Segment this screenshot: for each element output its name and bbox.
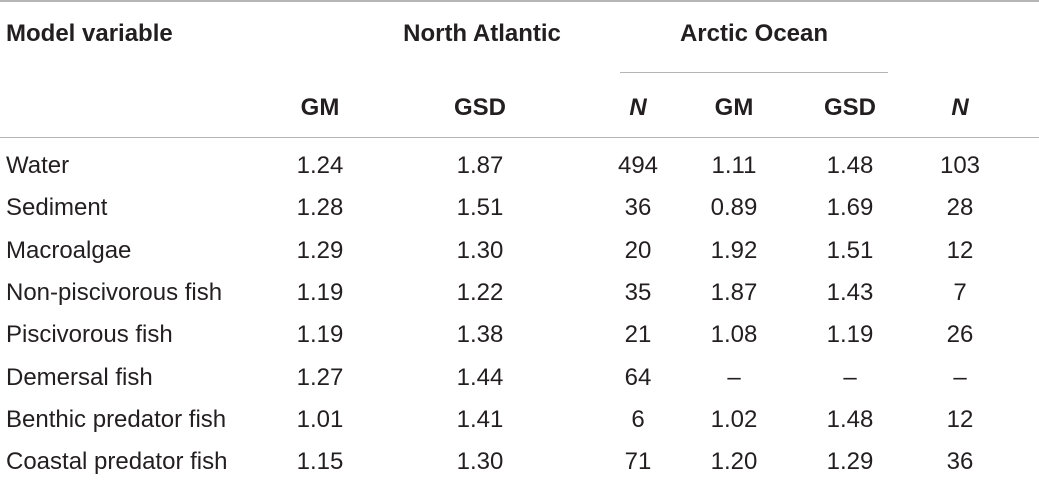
table-cell: 1.19 <box>296 321 344 349</box>
table-cell: 0.89 <box>710 194 758 222</box>
table-cell: 1.87 <box>710 278 758 306</box>
group-rule <box>620 72 888 73</box>
table-cell: 6 <box>631 405 645 433</box>
table-cell: 1.51 <box>456 194 504 222</box>
table-cell: 494 <box>617 152 659 179</box>
header-cell: Model variable <box>6 20 173 47</box>
table-cell: 28 <box>946 194 974 222</box>
table-cell: 1.69 <box>826 194 874 222</box>
top-rule <box>0 0 1039 2</box>
table-cell: 1.48 <box>826 405 874 433</box>
row-label: Demersal fish <box>6 363 153 391</box>
table-cell: 1.38 <box>456 321 504 349</box>
table-cell: 36 <box>946 448 974 476</box>
table-cell: 1.22 <box>456 278 504 306</box>
table-cell: 26 <box>946 321 974 349</box>
header-rule <box>0 137 1039 138</box>
table-cell: 1.27 <box>296 363 344 391</box>
table-cell: – <box>843 363 857 391</box>
table-cell: 1.08 <box>710 321 758 349</box>
row-label: Sediment <box>6 194 108 222</box>
table-cell: 1.15 <box>296 448 344 476</box>
table-cell: 12 <box>946 236 974 264</box>
table-cell: 1.11 <box>711 152 757 179</box>
header-cell: Arctic Ocean <box>679 20 829 47</box>
table-cell: 1.19 <box>296 278 344 306</box>
subheader-cell: N <box>629 94 647 121</box>
table-cell: 1.30 <box>456 448 504 476</box>
row-label: Benthic predator fish <box>6 405 227 433</box>
table-cell: 1.29 <box>826 448 874 476</box>
table-cell: 7 <box>953 278 967 306</box>
header-cell: North Atlantic <box>403 20 561 47</box>
table-cell: 35 <box>624 278 652 306</box>
subheader-cell: GSD <box>823 94 877 121</box>
row-label: Macroalgae <box>6 236 132 264</box>
row-label: Water <box>6 152 70 179</box>
table-cell: 1.92 <box>710 236 758 264</box>
row-label: Coastal predator fish <box>6 448 228 476</box>
subheader-cell: GM <box>300 94 340 121</box>
table-cell: 1.28 <box>296 194 344 222</box>
table-cell: 36 <box>624 194 652 222</box>
table-cell: 1.41 <box>456 405 504 433</box>
table-cell: 1.44 <box>456 363 504 391</box>
table-cell: 1.48 <box>826 152 874 179</box>
row-label: Non-piscivorous fish <box>6 278 223 306</box>
table-cell: 1.30 <box>456 236 504 264</box>
subheader-cell: N <box>951 94 969 121</box>
table-cell: 21 <box>624 321 652 349</box>
table-cell: 1.01 <box>296 405 344 433</box>
row-label: Piscivorous fish <box>6 321 173 349</box>
table-cell: – <box>727 363 741 391</box>
table-cell: 1.29 <box>296 236 344 264</box>
table-cell: 12 <box>946 405 974 433</box>
table-cell: 64 <box>624 363 652 391</box>
table-cell: 71 <box>624 448 652 476</box>
table-cell: 20 <box>624 236 652 264</box>
table-cell: 103 <box>939 152 981 179</box>
subheader-cell: GSD <box>453 94 507 121</box>
table-cell: 1.02 <box>710 405 758 433</box>
table-cell: 1.51 <box>826 236 874 264</box>
table-cell: – <box>953 363 967 391</box>
table-cell: 1.19 <box>826 321 874 349</box>
subheader-cell: GM <box>714 94 754 121</box>
table-cell: 1.43 <box>826 278 874 306</box>
table-cell: 1.87 <box>456 152 504 179</box>
table-cell: 1.24 <box>296 152 344 179</box>
table-cell: 1.20 <box>710 448 758 476</box>
